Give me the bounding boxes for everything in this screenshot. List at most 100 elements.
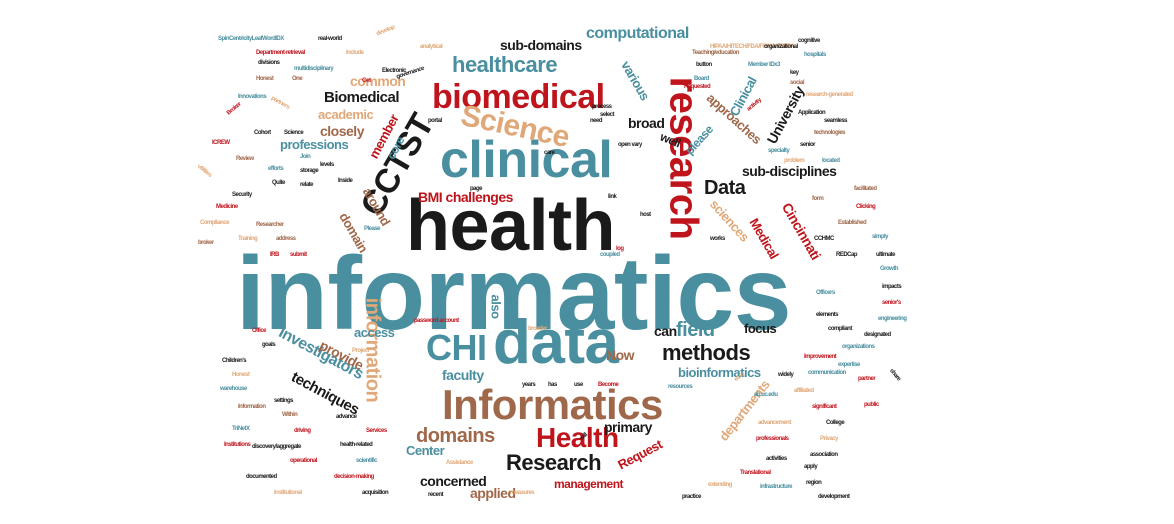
word: need: [590, 118, 603, 124]
word: ab.uc.edu: [754, 392, 778, 398]
word: Science: [284, 130, 304, 136]
word: Information: [238, 404, 266, 410]
word: engineering: [878, 316, 907, 322]
word: settings: [274, 398, 294, 404]
word: academic: [318, 107, 374, 122]
word: TriNetX: [232, 426, 250, 432]
word: Get: [362, 78, 371, 84]
word: warehouse: [220, 386, 247, 392]
word: Compliance: [200, 220, 230, 226]
word: address: [276, 236, 296, 242]
word: advancement: [758, 420, 791, 426]
word: professionals: [756, 436, 789, 442]
word: Broker: [225, 101, 243, 117]
word: Become: [598, 382, 619, 388]
word: Honest: [232, 372, 250, 378]
word: Clinical: [726, 74, 760, 119]
word: College: [826, 420, 845, 426]
word: BMI challenges: [418, 189, 513, 205]
word: decision-making: [334, 474, 374, 480]
word: goals: [262, 342, 276, 348]
word: bioinformatics: [678, 365, 761, 380]
word: log: [616, 246, 624, 252]
word: activities: [766, 456, 787, 462]
word: Inside: [338, 178, 353, 184]
word: Include: [346, 50, 364, 56]
word: public: [864, 402, 879, 408]
word: biomedical: [432, 78, 605, 116]
word: Now: [606, 347, 635, 363]
word: affiliated: [794, 388, 814, 394]
word: advance: [336, 414, 357, 420]
word: can: [654, 323, 677, 339]
word: page: [470, 186, 483, 192]
word: extending: [708, 482, 732, 488]
word: widely: [778, 372, 794, 378]
word: years: [522, 382, 536, 388]
word: recent: [428, 492, 444, 498]
word: infrastructure: [760, 484, 793, 490]
word: Review: [236, 156, 254, 162]
word: Children's: [222, 358, 247, 364]
word: scientific: [356, 458, 378, 464]
word: One: [292, 76, 303, 82]
word: located: [822, 158, 840, 164]
word: broad: [628, 115, 665, 131]
word: practice: [682, 494, 702, 500]
word: Services: [366, 428, 387, 434]
word: management: [554, 477, 624, 491]
word: applied: [470, 485, 516, 501]
word: health: [406, 186, 616, 266]
word: faculty: [442, 367, 484, 383]
word: organizations: [842, 344, 875, 350]
word: open vary: [618, 142, 642, 148]
word: Medicine: [216, 204, 238, 210]
word: sub-disciplines: [742, 163, 837, 179]
word: various: [618, 58, 653, 103]
word: Department-retrieval: [256, 50, 305, 56]
word: cognitive: [798, 38, 820, 44]
word: Assistance: [446, 460, 473, 466]
word: Biomedical: [324, 89, 400, 106]
word: Privacy: [820, 436, 838, 442]
word: significant: [812, 404, 837, 410]
word: professions: [280, 137, 349, 152]
word: Within: [282, 412, 298, 418]
word: Teaching/education: [692, 50, 739, 56]
word: acquisition: [362, 490, 389, 496]
word: departments: [716, 377, 773, 444]
word: Institutional: [274, 490, 302, 496]
word: computational: [586, 25, 689, 42]
word: measures: [510, 490, 535, 496]
word: form: [812, 196, 824, 202]
word: Research: [506, 450, 602, 475]
word: Join: [300, 154, 311, 160]
word: field: [676, 319, 715, 341]
word: Informatics: [442, 381, 663, 428]
word: primary: [604, 419, 652, 435]
word: CHI: [426, 327, 487, 368]
word: button: [696, 62, 712, 68]
word: health-related: [340, 442, 373, 448]
word: Officers: [816, 290, 835, 296]
word: impacts: [882, 284, 902, 290]
word: development: [818, 494, 850, 500]
word: portal: [428, 118, 442, 124]
word: partner: [858, 376, 876, 382]
word: real-world: [318, 36, 342, 42]
word: works: [710, 236, 725, 242]
word: REDCap: [836, 252, 858, 258]
word: driving: [294, 428, 311, 434]
word: hospitals: [804, 52, 826, 58]
word: Project: [352, 348, 369, 354]
word: select: [600, 112, 615, 118]
word: IRB: [270, 252, 279, 258]
word: concerned: [420, 473, 487, 489]
word: technologies: [814, 130, 846, 136]
word: Innovations: [238, 94, 267, 100]
word: Center: [406, 443, 445, 458]
word: analytical: [420, 44, 443, 50]
word: seamless: [824, 118, 848, 124]
word: Training: [238, 236, 258, 242]
